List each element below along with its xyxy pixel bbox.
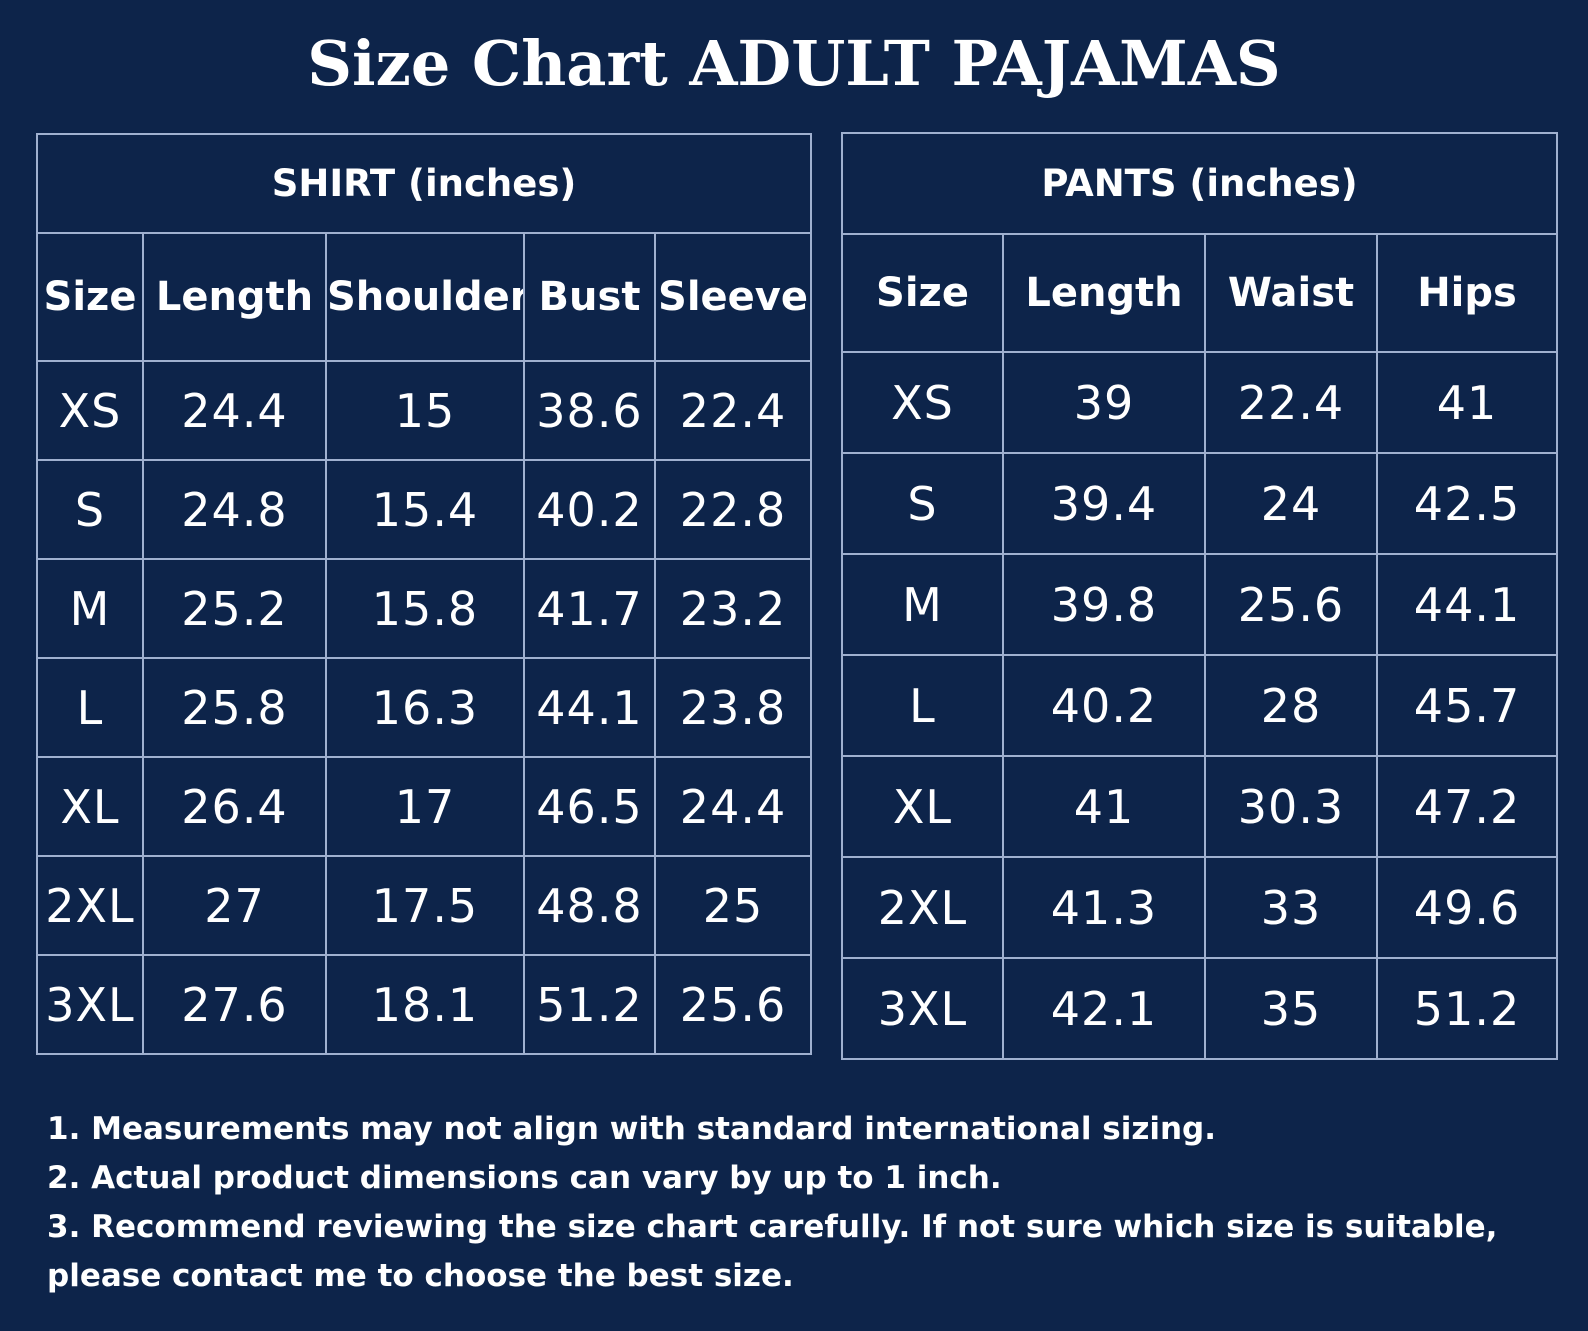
sleeve-cell: 23.8 <box>653 657 813 758</box>
length-cell: 25.8 <box>142 657 327 758</box>
column-header-size: Size <box>841 233 1004 353</box>
length-cell: 42.1 <box>1002 957 1206 1060</box>
size-cell: L <box>841 654 1004 757</box>
length-cell: 24.8 <box>142 459 327 560</box>
table-row: L 25.8 16.3 44.1 23.8 <box>36 657 813 758</box>
shoulder-cell: 17.5 <box>325 855 525 956</box>
table-row: S 39.4 24 42.5 <box>841 452 1559 555</box>
size-cell: XL <box>36 756 144 857</box>
pants-table-heading: PANTS (inches) <box>840 132 1559 235</box>
note-item: 2. Actual product dimensions can vary by… <box>47 1160 1002 1196</box>
waist-cell: 22.4 <box>1204 351 1378 454</box>
sleeve-cell: 25 <box>653 855 813 956</box>
shoulder-cell: 15 <box>325 360 525 461</box>
column-header-sleeve: Sleeve <box>653 232 813 362</box>
shoulder-cell: 16.3 <box>325 657 525 758</box>
shirt-table-heading: SHIRT (inches) <box>35 133 813 234</box>
table-row: XL 26.4 17 46.5 24.4 <box>36 756 813 857</box>
pants-header-row: Size Length Waist Hips <box>841 233 1559 353</box>
column-header-bust: Bust <box>523 232 656 362</box>
hips-cell: 42.5 <box>1375 452 1559 555</box>
notes-list: 1. Measurements may not align with stand… <box>47 1105 1557 1301</box>
pants-size-table: PANTS (inches) Size Length Waist Hips XS… <box>840 132 1559 1060</box>
table-row: M 25.2 15.8 41.7 23.2 <box>36 558 813 659</box>
shirt-header-row: Size Length Shoulder Bust Sleeve <box>36 232 813 362</box>
table-row: 2XL 41.3 33 49.6 <box>841 856 1559 959</box>
size-cell: M <box>841 553 1004 656</box>
column-header-length: Length <box>142 232 327 362</box>
length-cell: 40.2 <box>1002 654 1206 757</box>
note-item: 1. Measurements may not align with stand… <box>47 1111 1217 1147</box>
hips-cell: 49.6 <box>1375 856 1559 959</box>
table-row: XL 41 30.3 47.2 <box>841 755 1559 858</box>
sleeve-cell: 25.6 <box>653 954 813 1055</box>
bust-cell: 46.5 <box>523 756 656 857</box>
waist-cell: 30.3 <box>1204 755 1378 858</box>
length-cell: 39 <box>1002 351 1206 454</box>
size-cell: L <box>36 657 144 758</box>
size-cell: XS <box>36 360 144 461</box>
sleeve-cell: 22.4 <box>653 360 813 461</box>
hips-cell: 47.2 <box>1375 755 1559 858</box>
waist-cell: 28 <box>1204 654 1378 757</box>
length-cell: 27.6 <box>142 954 327 1055</box>
size-cell: 2XL <box>841 856 1004 959</box>
bust-cell: 51.2 <box>523 954 656 1055</box>
bust-cell: 40.2 <box>523 459 656 560</box>
length-cell: 25.2 <box>142 558 327 659</box>
size-cell: XS <box>841 351 1004 454</box>
table-row: 3XL 27.6 18.1 51.2 25.6 <box>36 954 813 1055</box>
table-row: S 24.8 15.4 40.2 22.8 <box>36 459 813 560</box>
bust-cell: 48.8 <box>523 855 656 956</box>
waist-cell: 25.6 <box>1204 553 1378 656</box>
waist-cell: 24 <box>1204 452 1378 555</box>
shirt-size-table: SHIRT (inches) Size Length Shoulder Bust… <box>35 133 813 1055</box>
table-row: XS 24.4 15 38.6 22.4 <box>36 360 813 461</box>
hips-cell: 44.1 <box>1375 553 1559 656</box>
length-cell: 27 <box>142 855 327 956</box>
bust-cell: 38.6 <box>523 360 656 461</box>
column-header-hips: Hips <box>1375 233 1559 353</box>
size-cell: 3XL <box>841 957 1004 1060</box>
size-cell: S <box>36 459 144 560</box>
sleeve-cell: 24.4 <box>653 756 813 857</box>
shoulder-cell: 15.4 <box>325 459 525 560</box>
column-header-length: Length <box>1002 233 1206 353</box>
column-header-size: Size <box>36 232 144 362</box>
length-cell: 39.4 <box>1002 452 1206 555</box>
length-cell: 41.3 <box>1002 856 1206 959</box>
sleeve-cell: 23.2 <box>653 558 813 659</box>
waist-cell: 35 <box>1204 957 1378 1060</box>
table-row: M 39.8 25.6 44.1 <box>841 553 1559 656</box>
bust-cell: 44.1 <box>523 657 656 758</box>
column-header-shoulder: Shoulder <box>325 232 525 362</box>
length-cell: 39.8 <box>1002 553 1206 656</box>
table-row: XS 39 22.4 41 <box>841 351 1559 454</box>
table-row: 3XL 42.1 35 51.2 <box>841 957 1559 1060</box>
note-item: 3. Recommend reviewing the size chart ca… <box>47 1209 1498 1294</box>
bust-cell: 41.7 <box>523 558 656 659</box>
shoulder-cell: 15.8 <box>325 558 525 659</box>
length-cell: 26.4 <box>142 756 327 857</box>
size-cell: 2XL <box>36 855 144 956</box>
shoulder-cell: 17 <box>325 756 525 857</box>
table-row: L 40.2 28 45.7 <box>841 654 1559 757</box>
length-cell: 24.4 <box>142 360 327 461</box>
shoulder-cell: 18.1 <box>325 954 525 1055</box>
hips-cell: 41 <box>1375 351 1559 454</box>
size-cell: XL <box>841 755 1004 858</box>
table-row: 2XL 27 17.5 48.8 25 <box>36 855 813 956</box>
length-cell: 41 <box>1002 755 1206 858</box>
size-cell: S <box>841 452 1004 555</box>
size-cell: M <box>36 558 144 659</box>
hips-cell: 51.2 <box>1375 957 1559 1060</box>
column-header-waist: Waist <box>1204 233 1378 353</box>
sleeve-cell: 22.8 <box>653 459 813 560</box>
waist-cell: 33 <box>1204 856 1378 959</box>
page-title: Size Chart ADULT PAJAMAS <box>307 27 1281 100</box>
hips-cell: 45.7 <box>1375 654 1559 757</box>
size-cell: 3XL <box>36 954 144 1055</box>
